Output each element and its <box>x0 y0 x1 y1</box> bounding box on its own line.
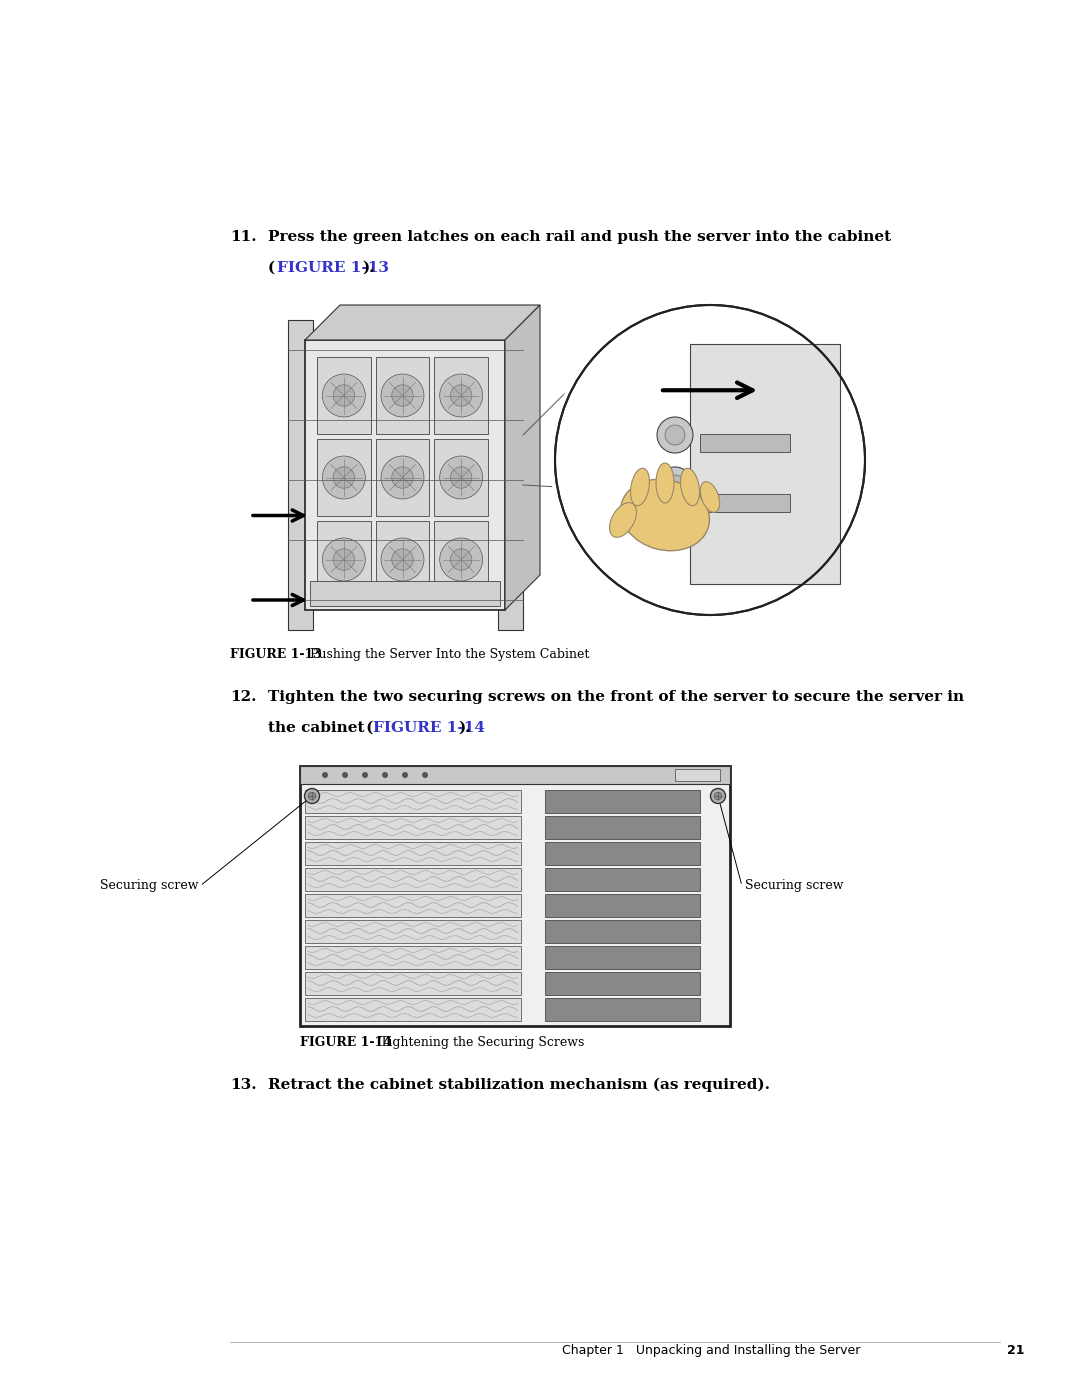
Circle shape <box>450 467 472 488</box>
Bar <box>545 842 700 865</box>
Ellipse shape <box>609 503 636 538</box>
Bar <box>545 946 700 970</box>
Bar <box>376 439 430 515</box>
Text: (: ( <box>361 721 374 735</box>
Text: 21: 21 <box>1008 1344 1025 1356</box>
Bar <box>434 358 488 434</box>
Text: ).: ). <box>362 261 375 275</box>
Bar <box>498 320 523 630</box>
Circle shape <box>392 384 414 407</box>
Text: Chapter 1   Unpacking and Installing the Server: Chapter 1 Unpacking and Installing the S… <box>562 1344 860 1356</box>
Circle shape <box>333 384 354 407</box>
Circle shape <box>450 384 472 407</box>
Circle shape <box>657 467 693 503</box>
Text: Tightening the Securing Screws: Tightening the Securing Screws <box>372 1037 584 1049</box>
Bar <box>675 768 720 781</box>
Text: Securing screw: Securing screw <box>100 880 199 893</box>
Bar <box>305 789 521 813</box>
Bar <box>305 339 505 610</box>
Circle shape <box>440 538 483 581</box>
Circle shape <box>308 792 315 799</box>
Bar <box>300 766 730 784</box>
Text: (: ( <box>268 261 275 275</box>
Bar <box>700 434 789 451</box>
Bar <box>305 972 521 995</box>
Bar <box>434 439 488 515</box>
Bar <box>545 997 700 1021</box>
Bar <box>545 868 700 891</box>
Text: Press the green latches on each rail and push the server into the cabinet: Press the green latches on each rail and… <box>268 231 891 244</box>
Circle shape <box>550 300 870 620</box>
Polygon shape <box>505 305 540 610</box>
Ellipse shape <box>700 482 719 513</box>
Circle shape <box>381 538 424 581</box>
Bar <box>545 921 700 943</box>
Circle shape <box>333 549 354 570</box>
Ellipse shape <box>680 468 700 506</box>
Circle shape <box>305 788 320 803</box>
Ellipse shape <box>621 479 710 550</box>
Text: Securing screw: Securing screw <box>745 880 843 893</box>
Bar <box>545 972 700 995</box>
Circle shape <box>322 455 365 499</box>
Text: Tighten the two securing screws on the front of the server to secure the server : Tighten the two securing screws on the f… <box>268 690 964 704</box>
Circle shape <box>711 788 726 803</box>
Bar <box>545 894 700 916</box>
Bar <box>305 868 521 891</box>
Circle shape <box>333 467 354 488</box>
Bar <box>305 946 521 970</box>
Text: Pushing the Server Into the System Cabinet: Pushing the Server Into the System Cabin… <box>302 648 590 661</box>
Circle shape <box>665 425 685 446</box>
Text: FIGURE 1-13: FIGURE 1-13 <box>276 261 389 275</box>
Bar <box>545 816 700 840</box>
Circle shape <box>714 792 721 799</box>
Text: FIGURE 1-14: FIGURE 1-14 <box>300 1037 392 1049</box>
Circle shape <box>392 467 414 488</box>
Circle shape <box>440 374 483 416</box>
Circle shape <box>382 773 388 778</box>
Bar <box>300 766 730 1025</box>
Text: Retract the cabinet stabilization mechanism (as required).: Retract the cabinet stabilization mechan… <box>268 1078 770 1092</box>
Circle shape <box>322 773 328 778</box>
Bar <box>318 439 370 515</box>
Bar <box>376 521 430 598</box>
Bar <box>305 997 521 1021</box>
Text: ).: ). <box>458 721 471 735</box>
Circle shape <box>322 538 365 581</box>
Bar <box>305 921 521 943</box>
Bar <box>434 521 488 598</box>
Circle shape <box>381 374 424 416</box>
Circle shape <box>450 549 472 570</box>
Ellipse shape <box>656 462 674 503</box>
Ellipse shape <box>631 468 649 506</box>
Bar <box>288 320 313 630</box>
Text: FIGURE 1-14: FIGURE 1-14 <box>373 721 485 735</box>
Bar <box>545 789 700 813</box>
Circle shape <box>657 416 693 453</box>
Bar <box>305 842 521 865</box>
Text: 11.: 11. <box>230 231 257 244</box>
Text: 12.: 12. <box>230 690 257 704</box>
Bar <box>305 816 521 840</box>
Text: FIGURE 1-13: FIGURE 1-13 <box>230 648 322 661</box>
Bar <box>318 521 370 598</box>
Bar <box>700 495 789 511</box>
Text: 13.: 13. <box>230 1078 257 1092</box>
Circle shape <box>402 773 408 778</box>
Circle shape <box>422 773 428 778</box>
Bar <box>310 581 500 606</box>
Text: the cabinet: the cabinet <box>268 721 365 735</box>
Bar <box>376 358 430 434</box>
Polygon shape <box>305 305 540 339</box>
Circle shape <box>440 455 483 499</box>
Bar <box>318 358 370 434</box>
Bar <box>305 894 521 916</box>
Circle shape <box>665 475 685 495</box>
Circle shape <box>381 455 424 499</box>
Circle shape <box>392 549 414 570</box>
Circle shape <box>362 773 368 778</box>
Bar <box>690 344 840 584</box>
Circle shape <box>322 374 365 416</box>
Circle shape <box>342 773 348 778</box>
